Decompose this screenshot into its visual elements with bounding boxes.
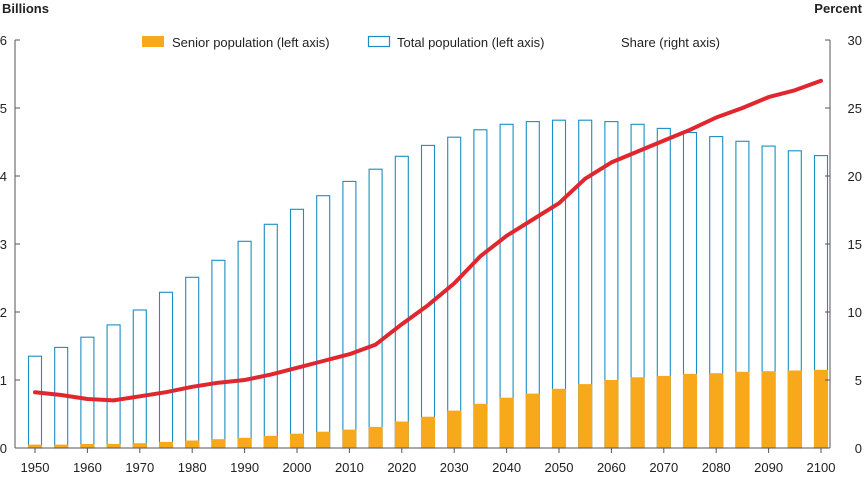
bar-senior-population bbox=[630, 377, 645, 448]
x-tick-label: 1970 bbox=[125, 460, 154, 475]
bar-senior-population bbox=[709, 373, 724, 448]
left-tick-label: 4 bbox=[0, 169, 7, 184]
legend: Senior population (left axis) Total popu… bbox=[142, 35, 720, 50]
bar-total-population bbox=[447, 136, 462, 449]
bar-senior-population bbox=[28, 444, 42, 448]
bar-senior-population bbox=[237, 437, 252, 448]
bar-senior-population bbox=[316, 431, 331, 448]
x-tick-label: 2040 bbox=[492, 460, 521, 475]
share-line bbox=[33, 78, 823, 403]
bar-senior-population bbox=[80, 443, 95, 448]
x-tick-label: 2100 bbox=[807, 460, 836, 475]
left-tick-label: 1 bbox=[0, 373, 7, 388]
x-tick-label: 1980 bbox=[178, 460, 207, 475]
bar-total-population bbox=[263, 223, 278, 449]
right-tick-label: 0 bbox=[855, 441, 862, 456]
bar-total-population bbox=[185, 276, 200, 449]
x-tick-label: 2090 bbox=[754, 460, 783, 475]
bar-total-population bbox=[368, 168, 383, 449]
bar-senior-population bbox=[368, 426, 383, 448]
right-tick-label: 20 bbox=[848, 169, 862, 184]
bar-senior-population bbox=[421, 416, 435, 448]
bar-senior-population bbox=[499, 397, 514, 448]
x-tick-label: 2000 bbox=[283, 460, 312, 475]
bar-total-population bbox=[106, 324, 121, 449]
x-tick-label: 2010 bbox=[335, 460, 364, 475]
bar-senior-population bbox=[578, 384, 593, 448]
bar-senior-population bbox=[761, 371, 776, 448]
x-tick-label: 2060 bbox=[597, 460, 626, 475]
bar-total-population bbox=[158, 291, 174, 449]
bar-senior-population bbox=[106, 443, 121, 448]
bar-senior-population bbox=[394, 421, 409, 448]
legend-swatch-senior bbox=[142, 36, 164, 47]
bar-senior-population bbox=[290, 433, 304, 448]
bar-senior-population bbox=[735, 371, 750, 448]
left-tick-label: 2 bbox=[0, 305, 7, 320]
bar-senior-population bbox=[656, 375, 671, 448]
x-tick-label: 1960 bbox=[73, 460, 102, 475]
bar-total-population bbox=[132, 309, 147, 449]
left-tick-label: 5 bbox=[0, 101, 7, 116]
x-tick-label: 2050 bbox=[545, 460, 574, 475]
legend-label-share: Share (right axis) bbox=[621, 35, 720, 50]
bar-total-population bbox=[27, 355, 43, 449]
legend-label-total: Total population (left axis) bbox=[397, 35, 544, 50]
left-tick-label: 6 bbox=[0, 33, 7, 48]
legend-swatch-total bbox=[367, 35, 391, 48]
bar-senior-population bbox=[54, 444, 69, 448]
x-tick-label: 1950 bbox=[21, 460, 50, 475]
bar-senior-population bbox=[185, 440, 200, 448]
x-tick-label: 1990 bbox=[230, 460, 259, 475]
legend-label-senior: Senior population (left axis) bbox=[172, 35, 330, 50]
x-tick-label: 2080 bbox=[702, 460, 731, 475]
bar-senior-population bbox=[132, 443, 147, 448]
bar-senior-population bbox=[473, 403, 488, 448]
right-tick-label: 15 bbox=[848, 237, 862, 252]
bar-total-population bbox=[342, 180, 357, 449]
bar-senior-population bbox=[604, 380, 619, 448]
bar-senior-population bbox=[525, 393, 540, 448]
bar-senior-population bbox=[552, 388, 566, 448]
bar-total-population bbox=[394, 155, 409, 449]
right-axis-title: Percent bbox=[814, 1, 862, 16]
right-tick-label: 5 bbox=[855, 373, 862, 388]
bar-senior-population bbox=[447, 410, 462, 448]
bar-senior-population bbox=[683, 373, 697, 448]
right-tick-label: 10 bbox=[848, 305, 862, 320]
bar-total-population bbox=[237, 240, 252, 449]
bar-senior-population bbox=[159, 441, 173, 448]
bar-total-population bbox=[80, 336, 95, 449]
bar-total-population bbox=[473, 129, 488, 449]
bar-total-population bbox=[316, 195, 331, 449]
x-tick-label: 2020 bbox=[387, 460, 416, 475]
right-tick-label: 30 bbox=[848, 33, 862, 48]
bar-senior-population bbox=[263, 435, 278, 448]
x-tick-label: 2070 bbox=[649, 460, 678, 475]
bar-total-population bbox=[420, 144, 436, 449]
x-tick-label: 2030 bbox=[440, 460, 469, 475]
bar-senior-population bbox=[342, 429, 357, 448]
left-tick-label: 0 bbox=[0, 441, 7, 456]
bar-senior-population bbox=[787, 370, 802, 448]
bar-senior-population bbox=[814, 369, 828, 448]
right-tick-label: 25 bbox=[848, 101, 862, 116]
bar-total-population bbox=[211, 259, 226, 449]
left-tick-label: 3 bbox=[0, 237, 7, 252]
bar-senior-population bbox=[211, 439, 226, 448]
bar-total-population bbox=[289, 208, 305, 449]
left-axis-title: Billions bbox=[2, 1, 49, 16]
